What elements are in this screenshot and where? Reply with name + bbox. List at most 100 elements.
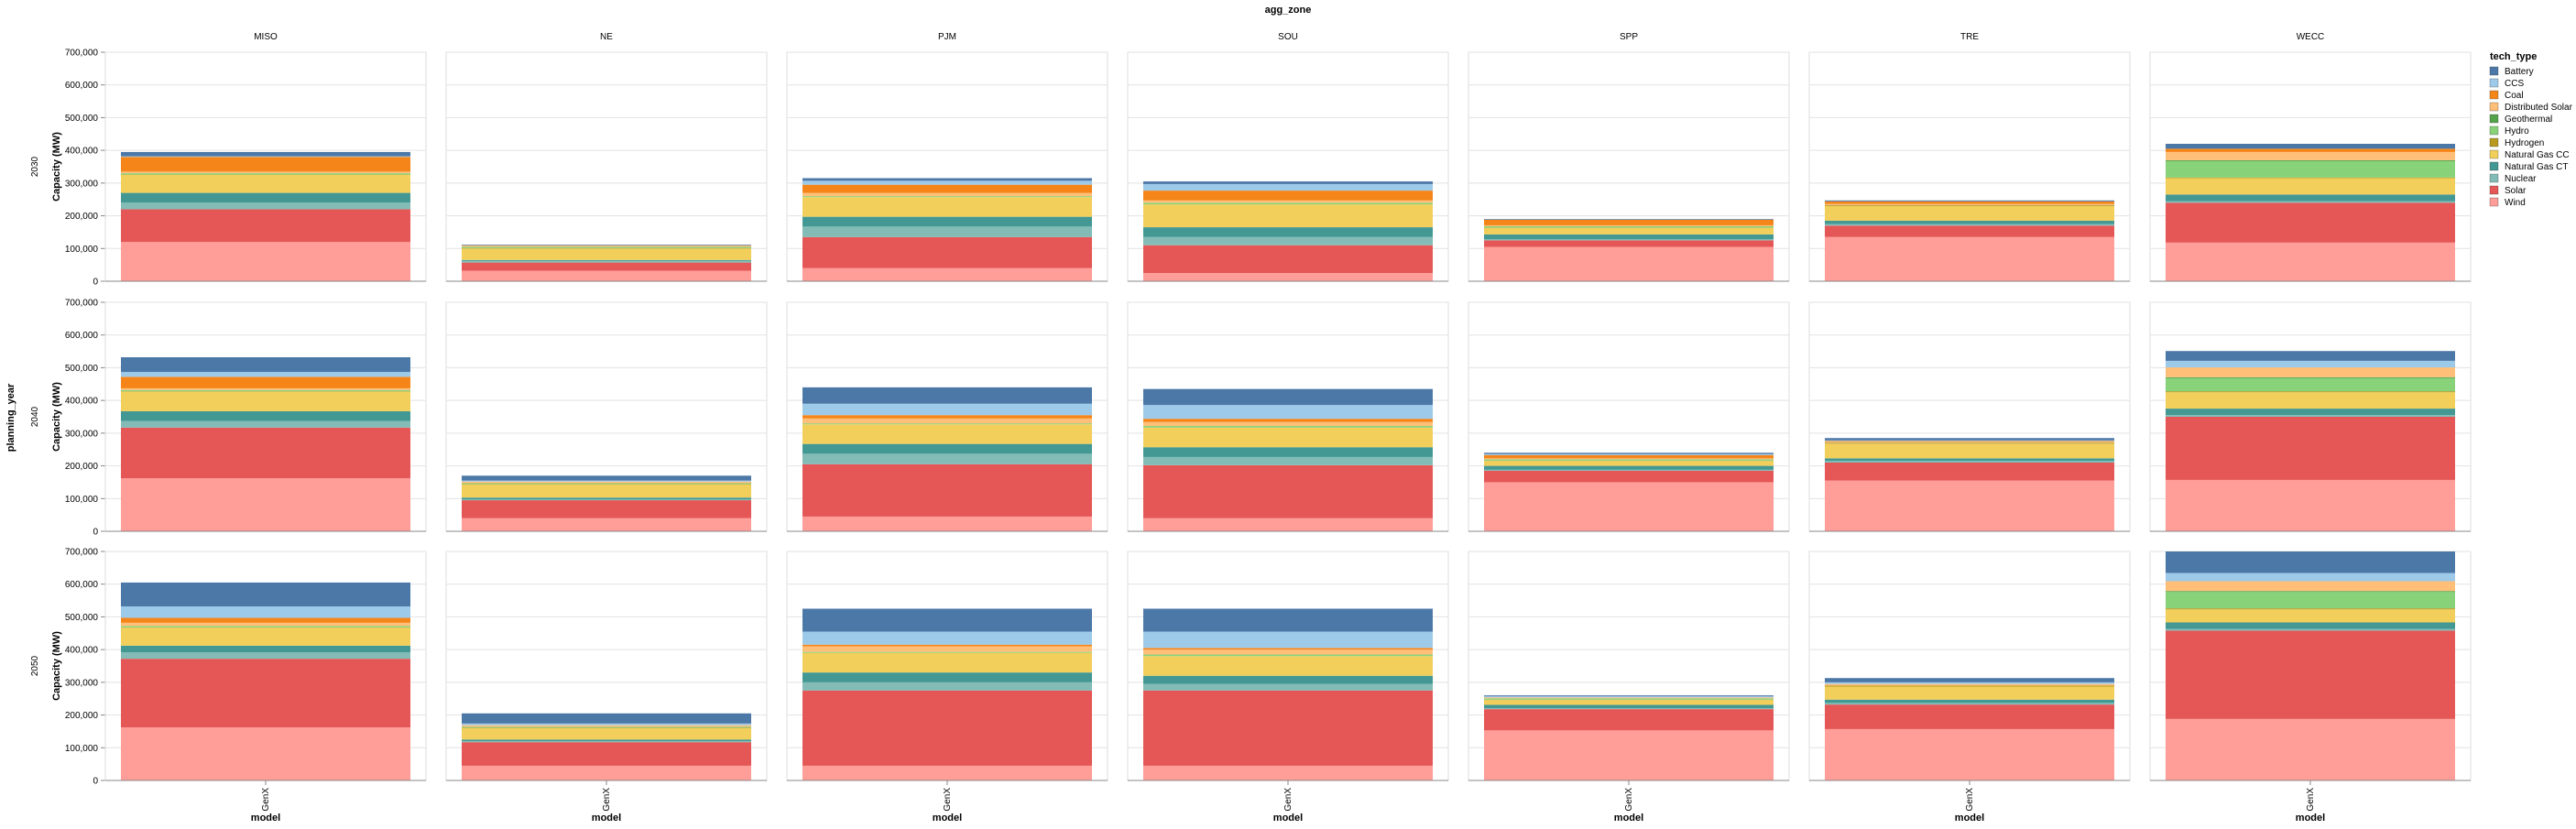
bar-segment-spp-2030-distributed-solar (1484, 224, 1774, 226)
y-tick-label: 300,000 (65, 429, 99, 439)
bar-segment-tre-2030-natural-gas-cc (1825, 205, 2114, 221)
legend-label-nuclear: Nuclear (2505, 174, 2537, 184)
bar-segment-pjm-2030-nuclear (802, 226, 1092, 237)
y-tick-label: 200,000 (65, 711, 99, 721)
bar-segment-wecc-2030-natural-gas-ct (2166, 194, 2455, 202)
bar-segment-miso-2040-hydro (121, 389, 410, 392)
bar-segment-pjm-2050-nuclear (802, 682, 1092, 691)
legend-label-distributed-solar: Distributed Solar (2505, 103, 2573, 113)
bar-segment-pjm-2040-battery (802, 387, 1092, 404)
bar-segment-ne-2050-distributed-solar (462, 725, 751, 727)
bar-segment-wecc-2050-nuclear (2166, 628, 2455, 631)
bar-segment-sou-2030-coal (1143, 191, 1433, 201)
bar-segment-spp-2040-solar (1484, 470, 1774, 483)
x-axis-title: model (1273, 813, 1303, 824)
bar-segment-spp-2030-solar (1484, 240, 1774, 247)
bar-segment-miso-2050-battery (121, 582, 410, 606)
bar-segment-miso-2040-coal (121, 376, 410, 388)
bar-segment-pjm-2030-wind (802, 267, 1092, 281)
bar-segment-spp-2040-nuclear (1484, 469, 1774, 471)
facet-grid: MISO NE PJM SOU SPP TRE WECC 2030 Capacity (MW) 0… (30, 32, 2472, 824)
bar-segment-sou-2040-ccs (1143, 405, 1433, 420)
bar-segment-miso-2030-solar (121, 209, 410, 243)
bar-segment-wecc-2040-battery (2166, 351, 2455, 361)
bar-segment-sou-2040-natural-gas-ct (1143, 447, 1433, 457)
bar-segment-miso-2050-hydro (121, 626, 410, 627)
x-axis-title: model (2296, 813, 2325, 824)
bar-segment-wecc-2050-wind (2166, 718, 2455, 780)
bar-segment-wecc-2040-solar (2166, 417, 2455, 480)
bar-segment-ne-2050-ccs (462, 723, 751, 725)
bar-segment-wecc-2040-geothermal (2166, 376, 2455, 378)
bar-segment-ne-2030-hydro (462, 246, 751, 248)
bar-segment-tre-2050-ccs (1825, 682, 2114, 684)
bar-segment-miso-2030-distributed-solar (121, 171, 410, 174)
bar-segment-pjm-2050-solar (802, 690, 1092, 766)
y-tick-label: 400,000 (65, 646, 99, 656)
bar-segment-wecc-2050-natural-gas-cc (2166, 609, 2455, 623)
bar-segment-pjm-2040-solar (802, 464, 1092, 517)
legend-label-natural-gas-ct: Natural Gas CT (2505, 162, 2568, 172)
bar-segment-spp-2030-natural-gas-ct (1484, 234, 1774, 240)
bar-segment-pjm-2030-natural-gas-ct (802, 216, 1092, 227)
x-tick-label: GenX (2306, 788, 2316, 812)
bar-segment-wecc-2040-wind (2166, 479, 2455, 531)
bar-segment-ne-2050-natural-gas-cc (462, 727, 751, 740)
bar-segment-wecc-2030-geothermal (2166, 159, 2455, 161)
bar-segment-sou-2050-distributed-solar (1143, 649, 1433, 655)
y-tick-label: 100,000 (65, 245, 99, 255)
bar-segment-wecc-2050-distributed-solar (2166, 581, 2455, 592)
bar-segment-pjm-2040-natural-gas-cc (802, 424, 1092, 444)
bar-segment-spp-2050-wind (1484, 730, 1774, 780)
bar-segment-miso-2050-coal (121, 617, 410, 623)
legend-label-natural-gas-cc: Natural Gas CC (2505, 150, 2570, 160)
legend-title: tech_type (2490, 51, 2537, 62)
bar-segment-tre-2030-wind (1825, 236, 2114, 281)
legend-swatch-nuclear (2489, 173, 2499, 183)
y-tick-label: 600,000 (65, 580, 99, 590)
bar-segment-sou-2040-solar (1143, 464, 1433, 518)
bar-segment-pjm-2040-natural-gas-ct (802, 443, 1092, 454)
column-header-ne: NE (600, 32, 613, 42)
bar-segment-ne-2050-battery (462, 713, 751, 724)
bar-segment-wecc-2050-solar (2166, 630, 2455, 719)
bar-segment-pjm-2050-coal (802, 644, 1092, 647)
bar-segment-ne-2040-ccs (462, 480, 751, 482)
bar-segment-tre-2050-battery (1825, 678, 2114, 682)
legend-label-ccs: CCS (2505, 79, 2524, 89)
bar-segment-wecc-2050-natural-gas-ct (2166, 622, 2455, 629)
bar-segment-wecc-2040-ccs (2166, 360, 2455, 368)
bar-segment-ne-2040-natural-gas-cc (462, 484, 751, 498)
bar-segment-miso-2030-natural-gas-cc (121, 174, 410, 193)
column-header-pjm: PJM (938, 32, 956, 42)
bar-segment-ne-2040-natural-gas-ct (462, 497, 751, 499)
y-tick-label: 0 (93, 528, 98, 538)
bar-segment-ne-2050-natural-gas-ct (462, 739, 751, 742)
bar-segment-sou-2040-nuclear (1143, 456, 1433, 465)
bar-segment-wecc-2040-hydrogen (2166, 391, 2455, 393)
legend-swatch-solar (2489, 185, 2499, 195)
legend-swatch-natural-gas-ct (2489, 161, 2499, 171)
bar-segment-wecc-2050-hydrogen (2166, 608, 2455, 610)
bar-segment-wecc-2040-natural-gas-ct (2166, 409, 2455, 416)
bar-segment-wecc-2030-distributed-solar (2166, 151, 2455, 160)
bar-segment-miso-2050-solar (121, 659, 410, 728)
legend-label-solar: Solar (2505, 186, 2527, 196)
y-tick-label: 500,000 (65, 613, 99, 623)
bar-segment-pjm-2030-natural-gas-cc (802, 197, 1092, 217)
legend-swatch-ccs (2489, 78, 2499, 88)
y-tick-label: 200,000 (65, 212, 99, 222)
bar-segment-spp-2030-wind (1484, 246, 1774, 281)
x-tick-label: GenX (602, 788, 612, 812)
bar-segment-spp-2030-battery (1484, 219, 1774, 220)
bar-segment-spp-2050-distributed-solar (1484, 697, 1774, 699)
y-axis-title: Capacity (MW) (51, 132, 62, 202)
bar-segment-tre-2030-distributed-solar (1825, 203, 2114, 205)
bar-segment-pjm-2030-coal (802, 184, 1092, 193)
bar-segment-sou-2030-natural-gas-cc (1143, 204, 1433, 228)
y-tick-label: 200,000 (65, 462, 99, 472)
bar-segment-spp-2050-natural-gas-cc (1484, 700, 1774, 705)
bar-segment-pjm-2040-wind (802, 516, 1092, 531)
bar-segment-pjm-2030-solar (802, 236, 1092, 268)
bar-segment-miso-2030-battery (121, 151, 410, 157)
